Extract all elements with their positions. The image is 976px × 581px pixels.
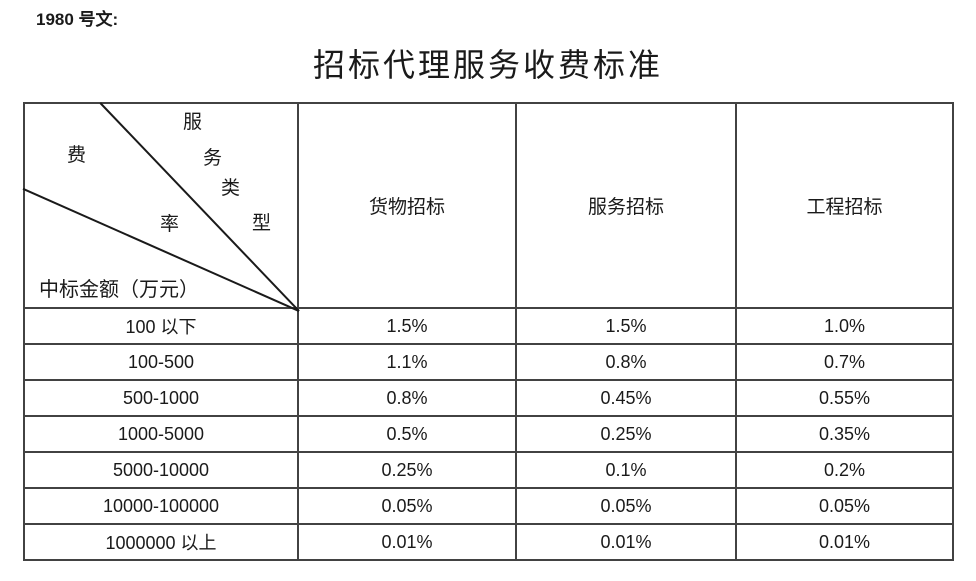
column-header-service-bidding: 服务招标 xyxy=(515,102,737,309)
page-title: 招标代理服务收费标准 xyxy=(312,47,663,83)
table-row: 10000-100000 0.05% 0.05% 0.05% xyxy=(23,487,954,525)
fee-value-cell: 0.2% xyxy=(735,451,954,489)
fee-value-cell: 1.5% xyxy=(515,307,737,345)
row-range-cell: 500-1000 xyxy=(23,379,299,417)
fee-value-cell: 0.5% xyxy=(297,415,517,453)
fee-value-cell: 0.05% xyxy=(515,487,737,525)
row-range-cell: 1000000 以上 xyxy=(23,523,299,561)
table-header-row: 服 费 务 类 率 型 中标金额（万元） 货物招标 服务招标 工程招标 xyxy=(22,102,954,312)
fee-value-cell: 0.35% xyxy=(735,415,954,453)
fee-value-cell: 0.8% xyxy=(297,379,517,417)
fee-value-cell: 0.05% xyxy=(297,487,517,525)
table-row: 100 以下 1.5% 1.5% 1.0% xyxy=(23,307,954,345)
column-header-goods-bidding: 货物招标 xyxy=(297,102,517,309)
fee-value-cell: 1.1% xyxy=(297,343,517,381)
doc-number-label: 1980 号文: xyxy=(36,10,119,29)
corner-service-type-char-2: 务 xyxy=(203,148,223,169)
table-row: 1000000 以上 0.01% 0.01% 0.01% xyxy=(23,523,954,561)
fee-table: 服 费 务 类 率 型 中标金额（万元） 货物招标 服务招标 工程招标 100 … xyxy=(22,102,954,561)
row-range-cell: 1000-5000 xyxy=(23,415,299,453)
table-corner-cell: 服 费 务 类 率 型 中标金额（万元） xyxy=(22,102,300,312)
fee-value-cell: 0.01% xyxy=(297,523,517,561)
table-row: 500-1000 0.8% 0.45% 0.55% xyxy=(23,379,954,417)
corner-service-type-char-3: 类 xyxy=(221,178,241,199)
row-range-cell: 100-500 xyxy=(23,343,299,381)
table-row: 5000-10000 0.25% 0.1% 0.2% xyxy=(23,451,954,489)
fee-value-cell: 0.01% xyxy=(735,523,954,561)
fee-value-cell: 0.1% xyxy=(515,451,737,489)
column-header-engineering-bidding: 工程招标 xyxy=(735,102,954,309)
corner-fee-rate-char-1: 费 xyxy=(67,145,87,166)
fee-value-cell: 1.0% xyxy=(735,307,954,345)
corner-service-type-char-1: 服 xyxy=(183,112,203,133)
fee-value-cell: 0.25% xyxy=(297,451,517,489)
row-range-cell: 5000-10000 xyxy=(23,451,299,489)
corner-service-type-char-4: 型 xyxy=(252,213,272,234)
fee-value-cell: 0.55% xyxy=(735,379,954,417)
diagonal-divider-lines xyxy=(22,102,300,312)
fee-value-cell: 0.45% xyxy=(515,379,737,417)
row-range-cell: 100 以下 xyxy=(23,307,299,345)
corner-fee-rate-char-2: 率 xyxy=(160,214,180,235)
fee-value-cell: 0.8% xyxy=(515,343,737,381)
table-row: 1000-5000 0.5% 0.25% 0.35% xyxy=(23,415,954,453)
row-range-cell: 10000-100000 xyxy=(23,487,299,525)
table-row: 100-500 1.1% 0.8% 0.7% xyxy=(23,343,954,381)
fee-value-cell: 0.05% xyxy=(735,487,954,525)
corner-amount-label: 中标金额（万元） xyxy=(39,279,199,301)
fee-value-cell: 0.7% xyxy=(735,343,954,381)
fee-rate-diagonal-line xyxy=(22,187,300,312)
fee-value-cell: 0.25% xyxy=(515,415,737,453)
service-type-diagonal-line xyxy=(99,102,300,312)
fee-value-cell: 1.5% xyxy=(297,307,517,345)
fee-value-cell: 0.01% xyxy=(515,523,737,561)
